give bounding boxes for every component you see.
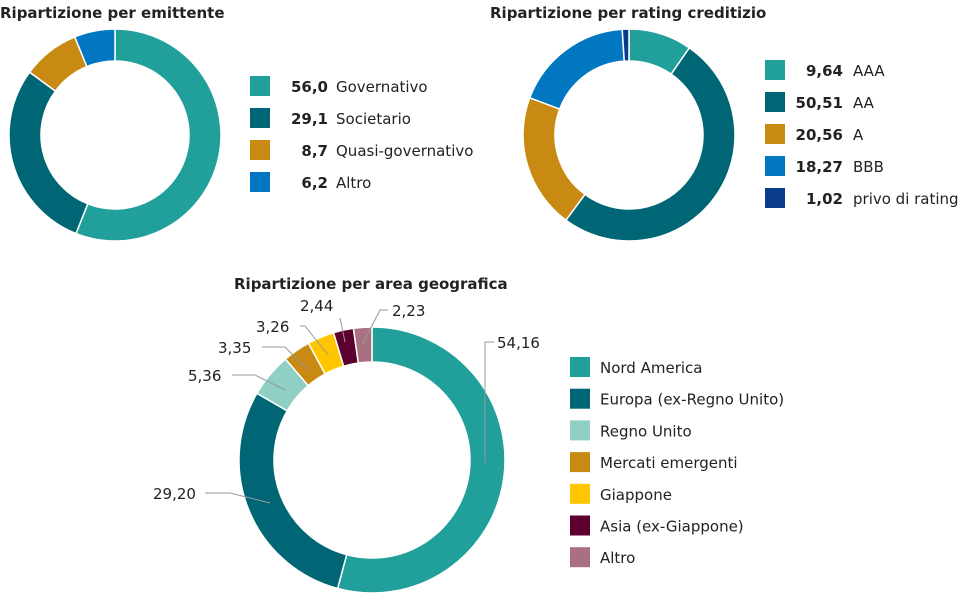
donut-slice-2-2: [522, 96, 586, 222]
legend-value: 56,0: [291, 78, 328, 96]
legend-swatch: [765, 156, 785, 176]
leader-line: [232, 374, 286, 391]
legend-value: 8,7: [301, 142, 328, 160]
legend-label: Governativo: [336, 78, 428, 96]
legend-label: Altro: [336, 174, 371, 192]
legend-label: Mercati emergenti: [600, 454, 738, 472]
data-label: 2,23: [392, 302, 425, 320]
legend-value: 6,2: [301, 174, 328, 192]
legend-swatch: [765, 92, 785, 112]
legend-swatch: [570, 483, 590, 504]
legend-swatch: [765, 124, 785, 144]
chart-title-3: Ripartizione per area geografica: [234, 275, 508, 293]
legend-label: Societario: [336, 110, 411, 128]
leader-line: [361, 309, 388, 346]
legend-value: 1,02: [806, 190, 843, 208]
legend-swatch: [570, 547, 590, 568]
legend-label: A: [853, 126, 864, 144]
leader-line: [205, 492, 271, 504]
data-label: 5,36: [188, 367, 221, 385]
legend-swatch: [570, 515, 590, 536]
legend-swatch: [250, 172, 270, 192]
data-label: 3,26: [256, 318, 289, 336]
donut-slice-1-0: [75, 28, 222, 242]
legend-swatch: [570, 357, 590, 377]
legend-swatch: [570, 420, 590, 441]
data-label: 2,44: [300, 297, 333, 315]
chart-title-1: Ripartizione per emittente: [0, 4, 225, 22]
leader-line: [339, 317, 346, 343]
legend-label: Europa (ex-Regno Unito): [600, 391, 784, 409]
donut-slice-3-1: [238, 392, 348, 590]
legend-swatch: [765, 188, 785, 208]
donut-slice-1-1: [8, 71, 89, 235]
legend-label: Giappone: [600, 486, 672, 504]
legend-swatch: [250, 76, 270, 96]
legend-swatch: [570, 452, 590, 473]
legend-label: Altro: [600, 549, 635, 567]
legend-label: AA: [853, 94, 875, 112]
chart-title-2: Ripartizione per rating creditizio: [490, 4, 766, 22]
donut-slice-2-4: [621, 28, 630, 62]
legend-swatch: [765, 60, 785, 80]
donut-slice-1-3: [73, 28, 116, 68]
legend-value: 9,64: [806, 62, 843, 80]
legend-label: BBB: [853, 158, 884, 176]
data-label: 54,16: [497, 334, 540, 352]
legend-value: 20,56: [796, 126, 843, 144]
leader-line: [262, 346, 309, 371]
leader-line: [300, 325, 329, 356]
legend-label: Asia (ex-Giappone): [600, 518, 744, 536]
data-label: 3,35: [218, 339, 251, 357]
leader-line: [484, 341, 494, 463]
data-label: 29,20: [153, 485, 196, 503]
legend-label: privo di rating: [853, 190, 959, 208]
donut-slice-2-3: [528, 28, 626, 110]
legend-label: Regno Unito: [600, 422, 692, 440]
legend-value: 50,51: [796, 94, 843, 112]
legend-swatch: [250, 140, 270, 160]
donut-slice-3-0: [336, 326, 506, 594]
legend-value: 29,1: [291, 110, 328, 128]
legend-label: AAA: [853, 62, 885, 80]
legend-swatch: [250, 108, 270, 128]
legend-swatch: [570, 388, 590, 409]
legend-label: Nord America: [600, 359, 702, 377]
donut-slice-2-1: [564, 46, 736, 242]
legend-value: 18,27: [796, 158, 843, 176]
legend-label: Quasi-governativo: [336, 142, 473, 160]
donut-slice-3-6: [352, 326, 373, 364]
